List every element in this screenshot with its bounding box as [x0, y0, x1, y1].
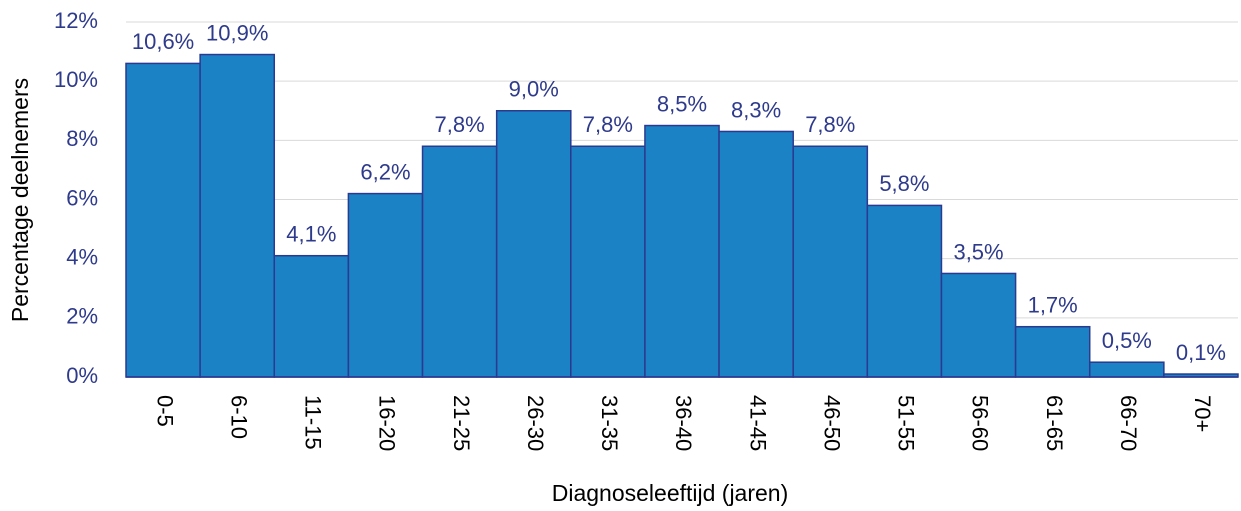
y-tick-label: 2% — [66, 304, 98, 329]
bar — [644, 124, 720, 378]
bar — [199, 53, 276, 378]
bar — [792, 145, 869, 378]
x-tick-label: 11-15 — [301, 395, 326, 450]
x-tick-label: 6-10 — [226, 395, 251, 439]
bar — [570, 145, 646, 378]
bar — [940, 272, 1017, 378]
value-label: 8,5% — [657, 91, 707, 116]
value-label: 9,0% — [509, 77, 559, 102]
x-tick-label: 46-50 — [819, 395, 844, 451]
bar — [125, 62, 201, 378]
value-label: 5,8% — [879, 171, 929, 196]
x-tick-label: 36-40 — [671, 395, 696, 451]
x-tick-label: 31-35 — [597, 395, 622, 451]
x-tick-label: 0-5 — [152, 395, 177, 427]
x-tick-label: 66-70 — [1116, 395, 1141, 451]
y-tick-label: 0% — [66, 363, 98, 388]
y-tick-label: 10% — [54, 67, 98, 92]
y-tick-label: 6% — [66, 185, 98, 210]
bar — [718, 130, 794, 378]
y-axis-title: Percentage deelnemers — [7, 78, 33, 322]
x-tick-label: 41-45 — [745, 395, 770, 451]
value-label: 7,8% — [583, 112, 633, 137]
bar — [1088, 361, 1165, 378]
value-label: 7,8% — [435, 112, 485, 137]
x-tick-label: 51-55 — [894, 395, 919, 451]
bar — [273, 254, 350, 378]
x-tick-label: 16-20 — [375, 395, 400, 451]
bar — [866, 204, 943, 378]
value-label: 8,3% — [731, 97, 781, 122]
value-label: 4,1% — [286, 222, 336, 247]
x-tick-label: 61-65 — [1042, 395, 1067, 451]
value-label: 0,1% — [1176, 340, 1226, 365]
y-tick-label: 8% — [66, 126, 98, 151]
x-tick-label: 21-25 — [449, 395, 474, 451]
y-tick-label: 4% — [66, 244, 98, 269]
bar — [1014, 325, 1091, 378]
x-tick-label: 56-60 — [968, 395, 993, 451]
value-label: 0,5% — [1102, 328, 1152, 353]
value-label: 10,6% — [132, 29, 194, 54]
x-axis-title: Diagnoseleeftijd (jaren) — [552, 480, 789, 506]
x-tick-label: 26-30 — [523, 395, 548, 451]
value-label: 3,5% — [953, 239, 1003, 264]
y-tick-label: 12% — [54, 8, 98, 33]
bar — [495, 110, 572, 378]
value-label: 1,7% — [1028, 293, 1078, 318]
bar — [421, 145, 498, 378]
x-tick-label: 70+ — [1190, 395, 1215, 432]
bar — [347, 192, 424, 378]
value-label: 6,2% — [360, 159, 410, 184]
value-label: 7,8% — [805, 112, 855, 137]
value-label: 10,9% — [206, 20, 268, 45]
